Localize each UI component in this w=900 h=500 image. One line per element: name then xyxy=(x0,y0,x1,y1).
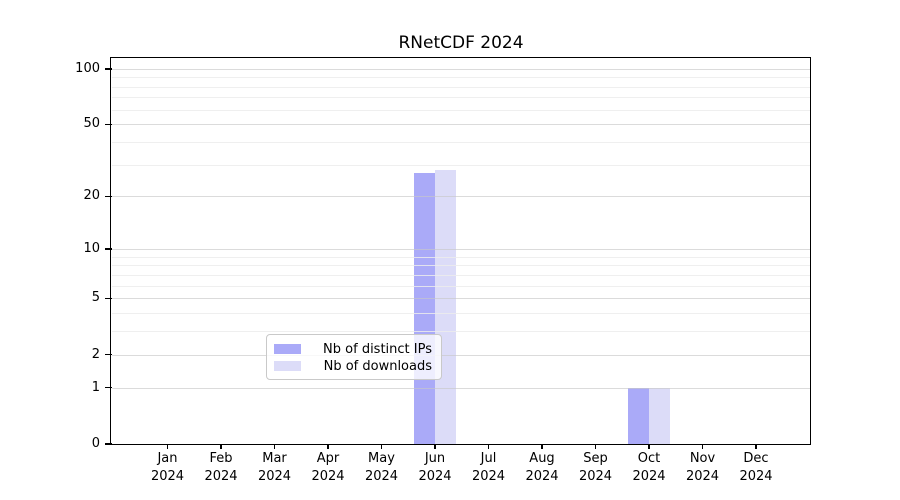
y-axis-tick-label-5: 5 xyxy=(91,290,100,306)
x-tick-year: 2024 xyxy=(471,469,506,484)
x-axis-tick-label-oct-2024: Oct 2024 xyxy=(617,450,681,486)
x-axis-tick-mark-oct-2024 xyxy=(648,444,650,449)
y-axis-tick-label-20: 20 xyxy=(83,188,100,204)
x-tick-month: May xyxy=(368,451,395,466)
y-axis-tick-mark-0 xyxy=(105,443,112,445)
x-tick-month: Jan xyxy=(157,451,178,466)
x-tick-year: 2024 xyxy=(204,469,238,484)
x-tick-month: Mar xyxy=(262,451,287,466)
grid-line-minor-6 xyxy=(112,285,810,287)
y-axis-tick-mark-10 xyxy=(105,248,112,250)
y-axis-tick-label-0: 0 xyxy=(91,436,100,451)
bar-distinct-ips-jun-2024 xyxy=(414,173,435,444)
x-tick-year: 2024 xyxy=(739,469,773,484)
bar-downloads-oct-2024 xyxy=(649,387,670,444)
x-tick-year: 2024 xyxy=(685,469,720,484)
x-axis-tick-label-jun-2024: Jun 2024 xyxy=(403,450,467,486)
grid-line-minor-9 xyxy=(112,256,810,258)
x-axis-tick-mark-dec-2024 xyxy=(755,444,757,449)
grid-line-minor-7 xyxy=(112,274,810,276)
x-axis-tick-label-nov-2024: Nov 2024 xyxy=(671,450,735,486)
grid-line-major-20 xyxy=(112,196,810,198)
y-axis-tick-label-10: 10 xyxy=(83,241,100,257)
x-tick-year: 2024 xyxy=(632,469,666,484)
x-axis-tick-mark-jun-2024 xyxy=(434,444,436,449)
x-tick-month: Jun xyxy=(424,451,446,466)
x-axis-tick-mark-mar-2024 xyxy=(273,444,276,449)
grid-line-major-5 xyxy=(112,298,810,300)
x-axis-tick-label-jul-2024: Jul 2024 xyxy=(457,450,521,486)
x-tick-month: Jul xyxy=(480,451,497,466)
grid-line-minor-4 xyxy=(112,313,810,315)
x-tick-year: 2024 xyxy=(257,469,292,484)
x-tick-year: 2024 xyxy=(418,469,452,484)
y-axis-tick-label-100: 100 xyxy=(75,60,100,76)
grid-line-major-2 xyxy=(112,354,810,356)
x-tick-month: Oct xyxy=(637,451,661,466)
y-axis-tick-mark-100 xyxy=(105,67,112,70)
x-axis-tick-mark-sep-2024 xyxy=(594,444,597,449)
y-axis-tick-label-1: 1 xyxy=(91,379,100,395)
bar-downloads-jun-2024 xyxy=(435,170,456,444)
x-tick-month: Sep xyxy=(583,451,608,466)
x-tick-year: 2024 xyxy=(578,469,613,484)
y-axis-tick-mark-20 xyxy=(105,195,112,198)
x-tick-month: Apr xyxy=(316,451,340,466)
x-tick-year: 2024 xyxy=(311,469,345,484)
grid-line-minor-80 xyxy=(112,86,810,88)
legend-item-distinct-ips: Nb of distinct IPs xyxy=(274,341,432,357)
legend-swatch-downloads xyxy=(274,361,301,371)
legend-label-downloads: Nb of downloads xyxy=(323,358,432,374)
x-tick-month: Feb xyxy=(209,451,233,466)
x-axis-tick-label-aug-2024: Aug 2024 xyxy=(510,450,574,486)
grid-line-minor-8 xyxy=(112,265,810,267)
y-axis-tick-mark-1 xyxy=(105,386,112,389)
grid-line-minor-70 xyxy=(112,97,810,99)
x-tick-year: 2024 xyxy=(364,469,399,484)
x-tick-year: 2024 xyxy=(525,469,559,484)
bar-distinct-ips-oct-2024 xyxy=(628,387,649,444)
y-axis-tick-mark-2 xyxy=(105,353,112,356)
x-axis-tick-mark-feb-2024 xyxy=(220,444,222,449)
x-axis-tick-mark-nov-2024 xyxy=(701,444,704,449)
x-tick-year: 2024 xyxy=(150,469,185,484)
plot-area xyxy=(112,59,810,444)
legend-swatch-distinct-ips xyxy=(274,344,301,354)
x-axis-tick-label-apr-2024: Apr 2024 xyxy=(296,450,360,486)
x-axis-tick-label-mar-2024: Mar 2024 xyxy=(243,450,307,486)
x-axis-tick-label-jan-2024: Jan 2024 xyxy=(136,450,200,486)
legend-label-distinct-ips: Nb of distinct IPs xyxy=(323,341,432,357)
x-axis-tick-mark-jul-2024 xyxy=(487,444,490,449)
legend-item-downloads: Nb of downloads xyxy=(274,358,432,374)
y-axis-tick-mark-50 xyxy=(105,123,112,126)
grid-line-major-100 xyxy=(112,68,810,70)
x-tick-month: Dec xyxy=(743,451,769,466)
x-axis-tick-label-sep-2024: Sep 2024 xyxy=(564,450,628,486)
grid-line-major-50 xyxy=(112,124,810,126)
x-tick-month: Nov xyxy=(689,451,716,466)
grid-line-minor-60 xyxy=(112,109,810,111)
x-axis-tick-mark-may-2024 xyxy=(380,444,383,449)
grid-line-minor-90 xyxy=(112,77,810,79)
x-axis-tick-label-feb-2024: Feb 2024 xyxy=(189,450,253,486)
x-axis-tick-label-dec-2024: Dec 2024 xyxy=(724,450,788,486)
y-axis-tick-label-50: 50 xyxy=(83,116,100,132)
x-axis-tick-mark-aug-2024 xyxy=(541,444,543,449)
x-axis-tick-label-may-2024: May 2024 xyxy=(350,450,414,486)
grid-line-minor-30 xyxy=(112,164,810,166)
grid-line-minor-3 xyxy=(112,331,810,333)
y-axis-tick-mark-5 xyxy=(105,297,112,300)
grid-line-major-1 xyxy=(112,387,810,389)
grid-line-minor-40 xyxy=(112,142,810,144)
legend: Nb of distinct IPs Nb of downloads xyxy=(266,334,442,380)
x-axis-tick-mark-jan-2024 xyxy=(166,444,169,449)
grid-line-major-10 xyxy=(112,249,810,251)
x-axis-tick-mark-apr-2024 xyxy=(327,444,329,449)
y-axis-tick-label-2: 2 xyxy=(91,346,100,362)
chart-title: RNetCDF 2024 xyxy=(398,33,524,53)
x-tick-month: Aug xyxy=(529,451,555,466)
